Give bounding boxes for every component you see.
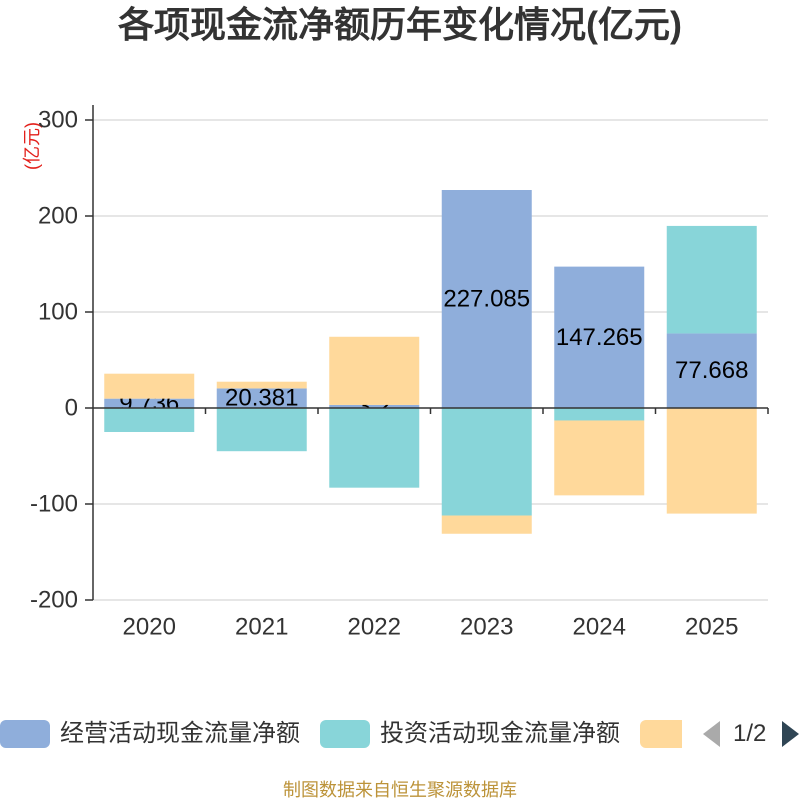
bar-investing-cf-2025[interactable] (666, 225, 757, 334)
bar-series-3-2022[interactable] (329, 336, 420, 405)
legend: 经营活动现金流量净额 投资活动现金流量净额 1/2 (0, 720, 800, 748)
bar-series-3-2021[interactable] (216, 381, 307, 389)
legend-item-investing-cf[interactable]: 投资活动现金流量净额 (320, 720, 620, 748)
x-tick-label-2022: 2022 (348, 614, 401, 641)
x-tick-label-2023: 2023 (460, 614, 513, 641)
bar-investing-cf-2024[interactable] (554, 408, 645, 421)
data-label-2025: 77.668 (675, 357, 748, 384)
legend-item-operating-cf[interactable]: 经营活动现金流量净额 (0, 720, 300, 748)
y-tick-label: 200 (38, 203, 78, 230)
bar-operating-cf-2021[interactable] (216, 388, 307, 408)
bar-series-3-2020[interactable] (104, 373, 195, 399)
bar-investing-cf-2022[interactable] (329, 408, 420, 488)
y-tick-labels: 300 200 100 0 -100 -200 (30, 107, 78, 614)
bar-investing-cf-2020[interactable] (104, 408, 195, 432)
bar-operating-cf-2022[interactable] (329, 404, 420, 408)
legend-swatch-investing-cf (320, 720, 370, 748)
data-label-2021: 20.381 (225, 385, 298, 412)
triangle-left-icon[interactable] (703, 721, 720, 747)
legend-swatch-series-3 (640, 720, 682, 748)
x-tick-label-2024: 2024 (573, 614, 626, 641)
legend-label-investing-cf: 投资活动现金流量净额 (380, 720, 620, 747)
bar-operating-cf-2025[interactable] (666, 333, 757, 408)
legend-page-indicator: 1/2 (733, 720, 767, 747)
series-series-3-bars (104, 336, 757, 534)
series-operating-cf-bars (104, 189, 757, 408)
y-tick-label: -100 (30, 491, 78, 518)
x-tick-label-2021: 2021 (235, 614, 288, 641)
bar-series-3-2024[interactable] (554, 420, 645, 496)
data-label-2024: 147.265 (556, 324, 643, 351)
legend-items: 经营活动现金流量净额 投资活动现金流量净额 (0, 720, 682, 748)
bar-operating-cf-2023[interactable] (441, 189, 532, 408)
x-tick-labels: 2020 2021 2022 2023 2024 2025 (123, 614, 739, 641)
bar-series-3-2023[interactable] (441, 515, 532, 534)
legend-item-series-3[interactable] (640, 720, 682, 748)
bar-investing-cf-2021[interactable] (216, 408, 307, 452)
y-axis-title: (亿元) (22, 122, 42, 170)
legend-label-operating-cf: 经营活动现金流量净额 (60, 720, 300, 747)
bar-operating-cf-2020[interactable] (104, 398, 195, 408)
legend-swatch-operating-cf (0, 720, 50, 748)
data-source-note: 制图数据来自恒生聚源数据库 (283, 780, 517, 800)
axes (85, 105, 769, 601)
x-tick-label-2020: 2020 (123, 614, 176, 641)
y-tick-label: 0 (65, 395, 78, 422)
series-investing-cf-bars (104, 225, 757, 516)
chart-title: 各项现金流净额历年变化情况(亿元) (118, 4, 682, 45)
grid-lines (93, 119, 768, 601)
triangle-right-icon[interactable] (782, 721, 799, 747)
x-tick-label-2025: 2025 (685, 614, 738, 641)
bar-series-3-2025[interactable] (666, 408, 757, 514)
bar-operating-cf-2024[interactable] (554, 266, 645, 408)
y-tick-label: -200 (30, 587, 78, 614)
bar-investing-cf-2023[interactable] (441, 408, 532, 516)
data-label-2023: 227.085 (443, 285, 530, 312)
y-tick-label: 300 (38, 107, 78, 134)
y-tick-label: 100 (38, 299, 78, 326)
